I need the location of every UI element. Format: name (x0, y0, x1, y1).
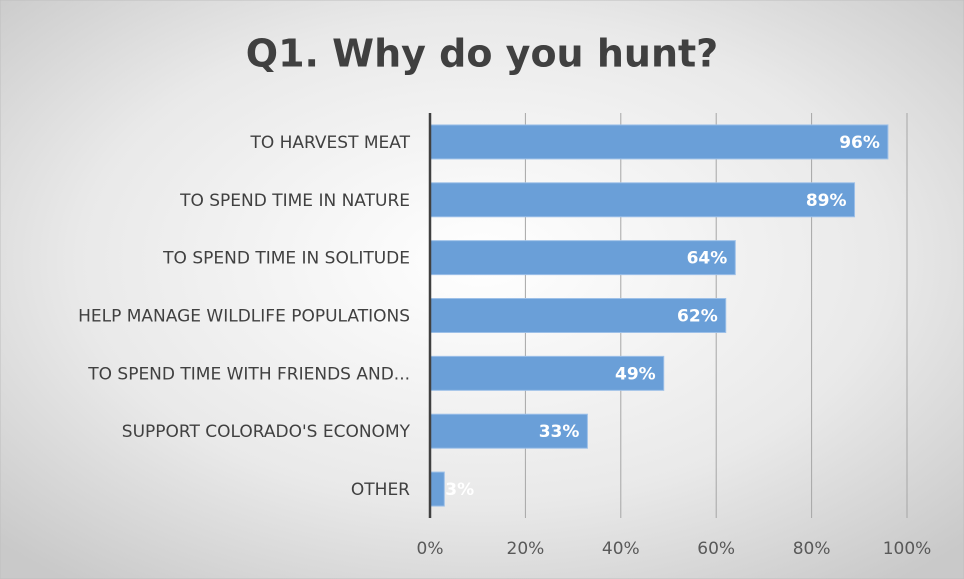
x-tick-label: 40% (602, 539, 640, 559)
value-label: 64% (687, 249, 728, 269)
value-label: 62% (677, 307, 718, 327)
value-label: 33% (539, 422, 580, 442)
y-tick-label: OTHER (351, 480, 410, 500)
bar (429, 413, 588, 449)
bar (429, 240, 736, 276)
x-tick-label: 20% (507, 539, 545, 559)
chart-title: Q1. Why do you hunt? (246, 32, 718, 76)
y-tick-label: SUPPORT COLORADO'S ECONOMY (122, 422, 411, 442)
value-label: 89% (806, 191, 847, 211)
bar (429, 471, 445, 507)
y-tick-label: TO SPEND TIME WITH FRIENDS AND... (87, 364, 410, 384)
value-label: 96% (839, 133, 880, 153)
y-tick-label: TO SPEND TIME IN SOLITUDE (162, 249, 410, 269)
x-tick-label: 0% (417, 539, 444, 559)
x-tick-label: 100% (883, 539, 932, 559)
y-tick-label: TO HARVEST MEAT (249, 133, 410, 153)
bar (429, 355, 665, 391)
y-tick-label: HELP MANAGE WILDLIFE POPULATIONS (78, 307, 410, 327)
value-label: 49% (615, 364, 656, 384)
y-tick-label: TO SPEND TIME IN NATURE (179, 191, 410, 211)
x-tick-label: 80% (793, 539, 831, 559)
x-tick-label: 60% (697, 539, 735, 559)
bar (429, 124, 889, 160)
value-label: 3% (445, 480, 474, 500)
bar (429, 182, 856, 218)
